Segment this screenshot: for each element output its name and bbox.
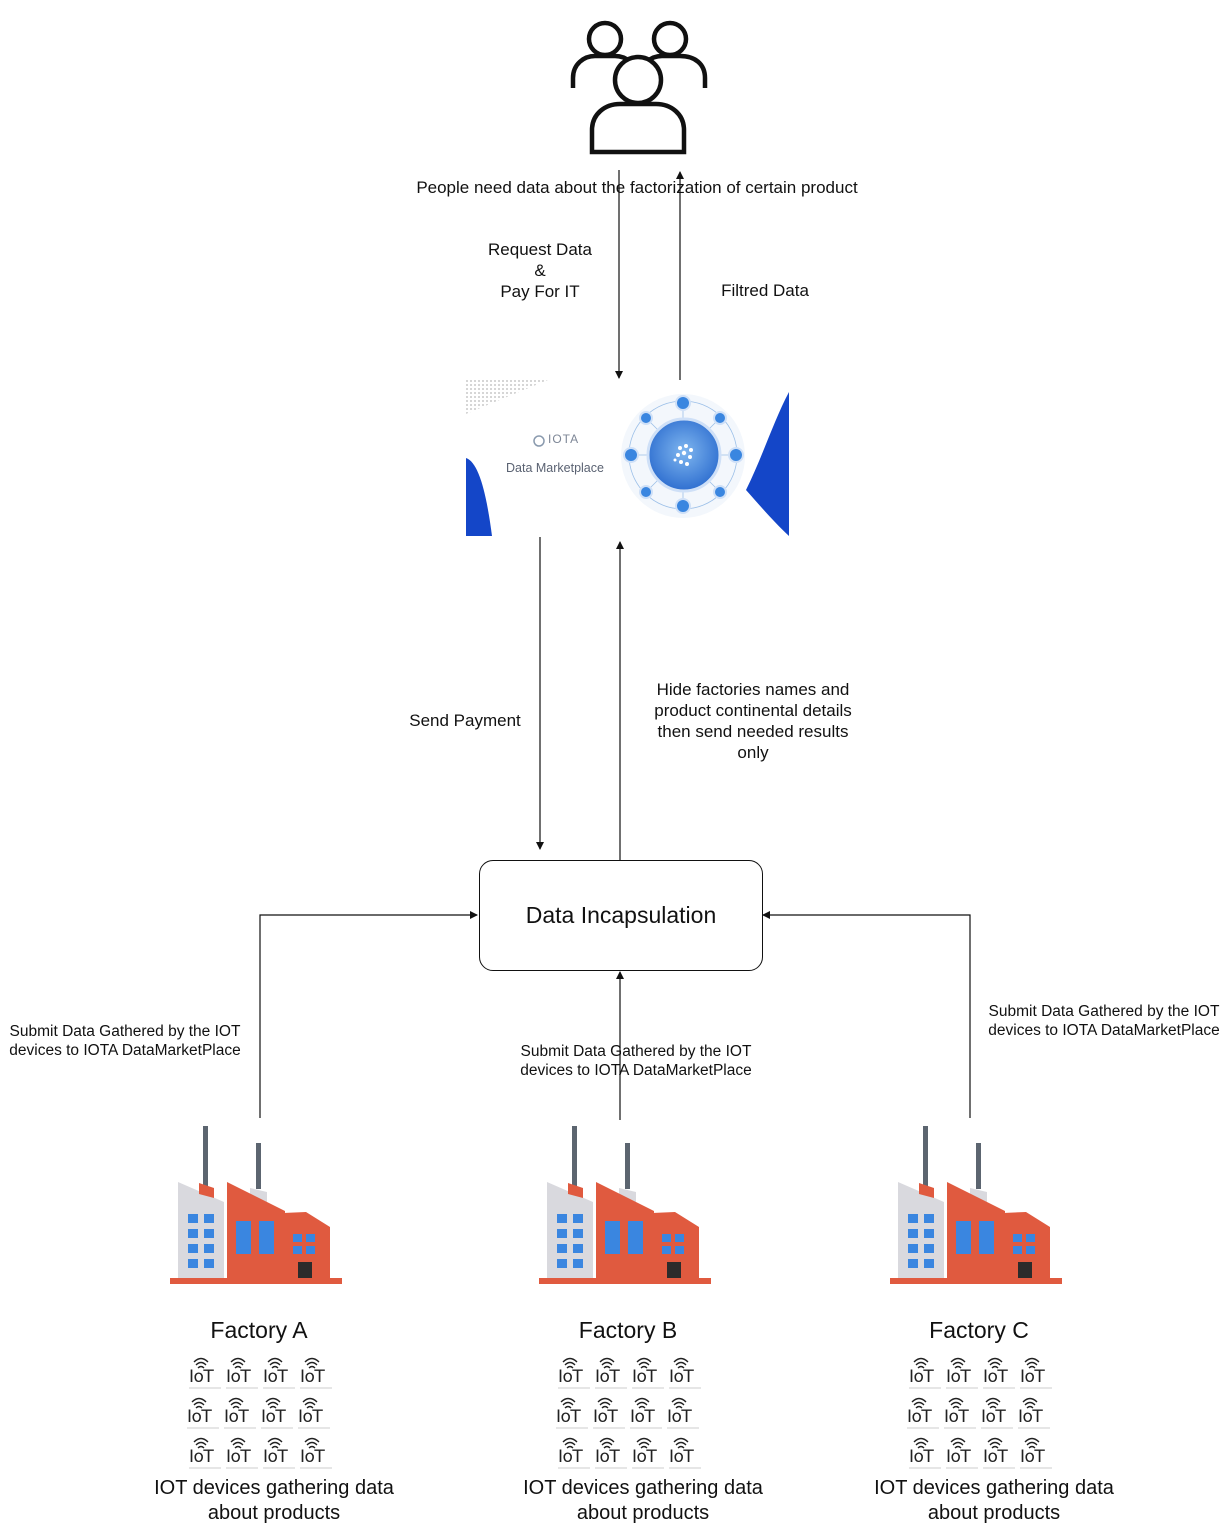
iot-row: IoT IoT IoT IoT [185, 1394, 347, 1434]
submit-label-b: Submit Data Gathered by the IOT devices t… [520, 1043, 752, 1079]
iot-device-icon: IoT [905, 1394, 942, 1434]
arrow-factory-c [762, 911, 971, 1118]
pay-for-it-line: Pay For IT [500, 282, 580, 301]
iot-device-icon: IoT [187, 1434, 224, 1474]
users-group-icon [570, 20, 708, 155]
iota-data-marketplace-image: IOTA Data Marketplace [466, 380, 789, 536]
iot-device-icon: IoT [907, 1434, 944, 1474]
iot-device-icon: IoT [187, 1354, 224, 1394]
filtred-data-label: Filtred Data [721, 281, 809, 300]
iot-device-icon: IoT [630, 1354, 667, 1394]
iot-row: IoT IoT IoT IoT [907, 1434, 1067, 1474]
iot-device-icon: IoT [942, 1394, 979, 1434]
factory-icon [539, 1126, 711, 1291]
iot-row: IoT IoT IoT IoT [187, 1434, 347, 1474]
ampersand-line: & [534, 261, 546, 280]
iot-devices-grid: IoT IoT IoT IoT [907, 1354, 1067, 1474]
hide-details-line-4: only [737, 743, 769, 762]
request-data-label: Request Data & Pay For IT [470, 239, 610, 302]
iot-device-icon: IoT [185, 1394, 222, 1434]
iot-devices-grid: IoT IoT IoT IoT [556, 1354, 716, 1474]
iot-device-icon: IoT [298, 1434, 335, 1474]
iot-row: IoT IoT IoT IoT [556, 1434, 716, 1474]
iot-device-icon: IoT [591, 1394, 628, 1434]
factory-caption: IOT devices gathering data about products [523, 1477, 763, 1524]
iot-device-icon: IoT [554, 1394, 591, 1434]
iot-row: IoT IoT IoT IoT [907, 1354, 1067, 1394]
people-caption: People need data about the factorization… [416, 178, 858, 197]
iot-device-icon: IoT [1018, 1434, 1055, 1474]
iot-device-icon: IoT [222, 1394, 259, 1434]
iot-device-icon: IoT [261, 1434, 298, 1474]
iot-device-icon: IoT [556, 1354, 593, 1394]
iot-device-icon: IoT [593, 1434, 630, 1474]
hide-details-label: Hide factories names and product contine… [633, 679, 873, 763]
factory-name: Factory A [210, 1317, 308, 1343]
iot-device-icon: IoT [556, 1434, 593, 1474]
factory-name: Factory B [578, 1317, 678, 1343]
iot-row: IoT IoT IoT IoT [556, 1354, 716, 1394]
request-data-line: Request Data [488, 240, 592, 259]
iot-device-icon: IoT [981, 1434, 1018, 1474]
iot-device-icon: IoT [224, 1434, 261, 1474]
iot-device-icon: IoT [296, 1394, 333, 1434]
marketplace-subtitle: Data Marketplace [506, 461, 604, 475]
factory-caption: IOT devices gathering data about products [154, 1477, 394, 1524]
iot-device-icon: IoT [944, 1434, 981, 1474]
iot-device-icon: IoT [630, 1434, 667, 1474]
arrow-factory-a [259, 911, 478, 1118]
submit-label-c: Submit Data Gathered by the IOT devices t… [988, 1003, 1220, 1039]
factory-icon [170, 1126, 342, 1291]
factory-icon [890, 1126, 1062, 1291]
iot-device-icon: IoT [1018, 1354, 1055, 1394]
hide-details-line-2: product continental details [654, 701, 852, 720]
iot-device-icon: IoT [981, 1354, 1018, 1394]
iot-row: IoT IoT IoT IoT [554, 1394, 716, 1434]
send-payment-label: Send Payment [409, 711, 521, 730]
iot-device-icon: IoT [667, 1354, 704, 1394]
data-incapsulation-box: Data Incapsulation [479, 860, 763, 971]
submit-label-a: Submit Data Gathered by the IOT devices t… [9, 1023, 241, 1059]
iot-device-icon: IoT [979, 1394, 1016, 1434]
iot-device-icon: IoT [298, 1354, 335, 1394]
iot-device-icon: IoT [628, 1394, 665, 1434]
factory-caption: IOT devices gathering data about products [874, 1477, 1114, 1524]
hide-details-line-1: Hide factories names and [656, 680, 850, 699]
iot-device-icon: IoT [259, 1394, 296, 1434]
iot-device-icon: IoT [261, 1354, 298, 1394]
iot-device-icon: IoT [1016, 1394, 1053, 1434]
iot-device-icon: IoT [667, 1434, 704, 1474]
iot-device-icon: IoT [224, 1354, 261, 1394]
factory-name: Factory C [929, 1317, 1029, 1343]
hide-details-line-3: then send needed results [657, 722, 849, 741]
iot-devices-grid: IoT IoT IoT IoT [187, 1354, 347, 1474]
iot-row: IoT IoT IoT IoT [187, 1354, 347, 1394]
iot-row: IoT IoT IoT IoT [905, 1394, 1067, 1434]
iot-device-icon: IoT [593, 1354, 630, 1394]
iot-device-icon: IoT [665, 1394, 702, 1434]
iot-device-icon: IoT [907, 1354, 944, 1394]
iota-brand: IOTA [548, 432, 580, 446]
iot-device-icon: IoT [944, 1354, 981, 1394]
